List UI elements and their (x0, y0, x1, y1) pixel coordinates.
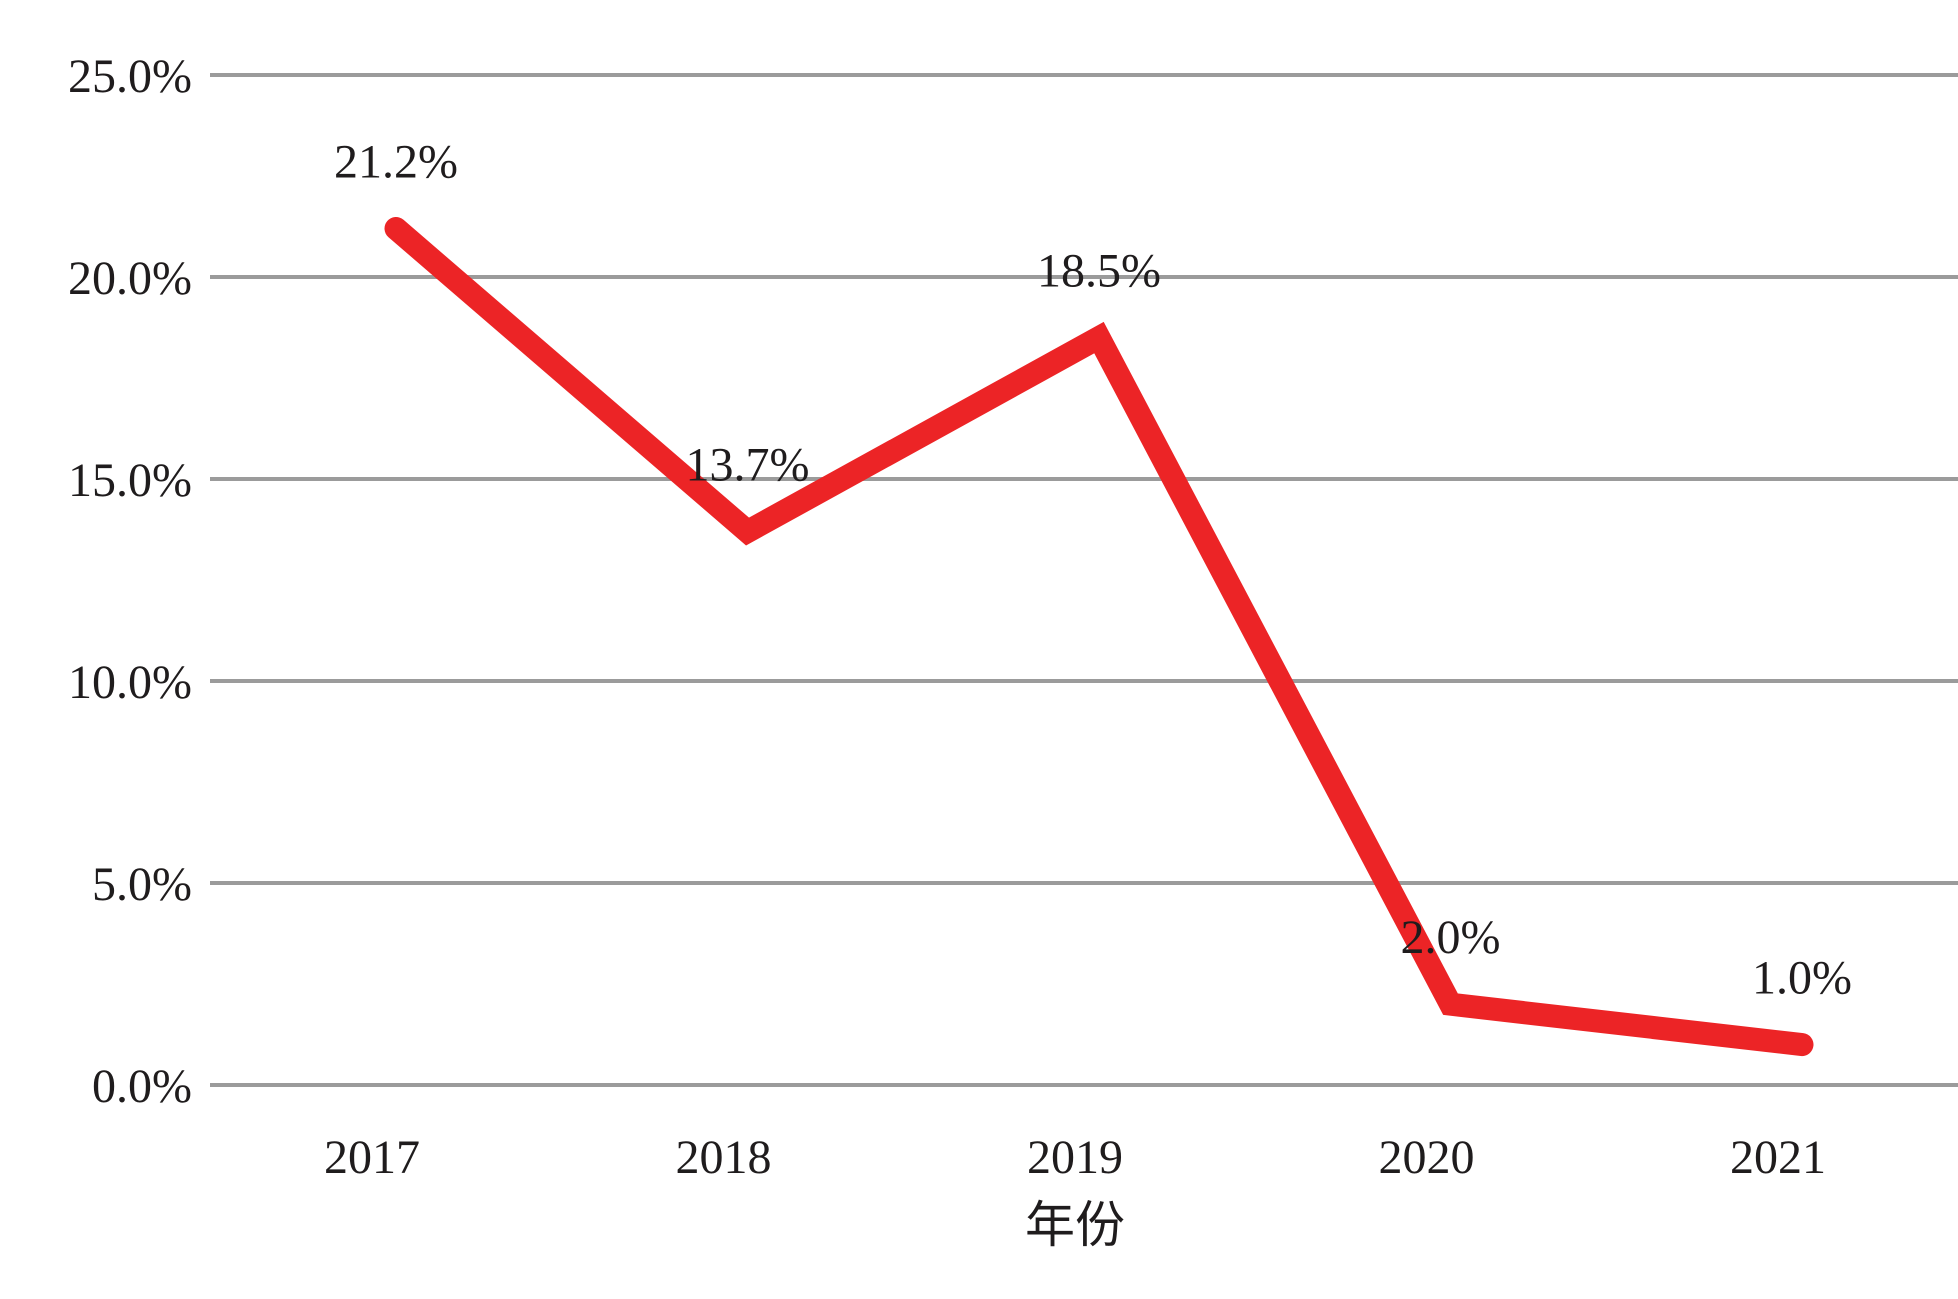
x-tick-label: 2018 (676, 1131, 772, 1184)
gridlines-group (210, 73, 1958, 1087)
series-line (384, 217, 1814, 1057)
x-tick-label: 2019 (1027, 1131, 1123, 1184)
y-tick-label: 20.0% (68, 252, 192, 305)
series-group (384, 217, 1814, 1057)
y-tick-label: 0.0% (92, 1060, 192, 1113)
data-point-label: 18.5% (1037, 245, 1161, 298)
line-chart: 0.0% 5.0% 10.0% 15.0% 20.0% 25.0% 21.2% 13.7% 1… (68, 50, 1958, 1253)
y-tick-label: 10.0% (68, 656, 192, 709)
data-point-label: 13.7% (686, 439, 810, 492)
x-tick-label: 2021 (1730, 1131, 1826, 1184)
x-axis-title: 年份 (1025, 1197, 1125, 1253)
y-tick-label: 5.0% (92, 858, 192, 911)
x-tick-label: 2020 (1379, 1131, 1475, 1184)
line-chart-figure: 0.0% 5.0% 10.0% 15.0% 20.0% 25.0% 21.2% 13.7% 1… (40, 16, 1958, 1283)
y-axis-tick-labels: 0.0% 5.0% 10.0% 15.0% 20.0% 25.0% (68, 50, 192, 1113)
y-tick-label: 25.0% (68, 50, 192, 103)
data-point-labels: 21.2% 13.7% 18.5% 2.0% 1.0% (334, 136, 1852, 1005)
data-point-label: 2.0% (1401, 911, 1501, 964)
y-tick-label: 15.0% (68, 454, 192, 507)
data-point-label: 21.2% (334, 136, 458, 189)
data-point-label: 1.0% (1752, 952, 1852, 1005)
x-axis-tick-labels: 2017 2018 2019 2020 2021 (324, 1131, 1826, 1184)
x-tick-label: 2017 (324, 1131, 420, 1184)
